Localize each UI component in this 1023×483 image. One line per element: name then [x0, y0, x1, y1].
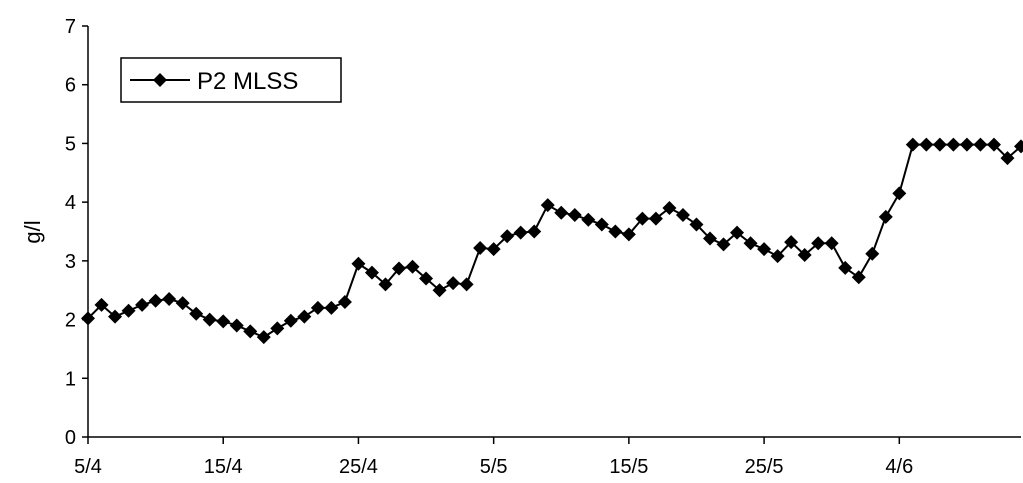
data-point: [675, 208, 690, 223]
data-point: [689, 217, 704, 232]
data-point: [256, 330, 271, 345]
data-point: [594, 217, 609, 232]
data-point: [243, 324, 258, 339]
data-point: [865, 246, 880, 261]
data-point: [229, 318, 244, 333]
data-point: [621, 227, 636, 242]
data-point: [797, 247, 812, 262]
data-point: [919, 137, 934, 152]
data-point: [1000, 151, 1015, 166]
series-line: [87, 143, 1022, 339]
data-point: [81, 311, 95, 326]
data-point: [892, 186, 907, 201]
x-tick-label: 4/6: [885, 456, 913, 478]
data-point: [635, 211, 650, 226]
data-point: [270, 321, 285, 336]
data-point: [878, 209, 893, 224]
data-point: [851, 270, 866, 285]
x-tick-label: 25/5: [745, 456, 784, 478]
data-point: [838, 260, 853, 275]
data-point: [148, 293, 163, 308]
data-point: [459, 277, 474, 292]
data-point: [297, 309, 312, 324]
data-point: [716, 237, 731, 252]
y-tick-label: 2: [65, 310, 76, 332]
data-point: [770, 249, 785, 264]
data-point: [824, 236, 839, 251]
y-tick-label: 1: [65, 368, 76, 390]
data-point: [946, 137, 961, 152]
legend: P2 MLSS: [120, 57, 342, 103]
data-point: [662, 201, 677, 216]
data-point: [419, 271, 434, 286]
data-point: [108, 309, 123, 324]
x-tick-label: 5/5: [480, 456, 508, 478]
series-layer: [81, 137, 1023, 345]
data-point: [784, 235, 799, 250]
data-point: [513, 225, 528, 240]
data-point: [446, 276, 461, 291]
data-point: [500, 229, 515, 244]
x-tick-label: 5/4: [74, 456, 102, 478]
legend-label: P2 MLSS: [197, 68, 298, 95]
data-point: [757, 242, 772, 257]
x-tick-label: 15/4: [204, 456, 243, 478]
data-point: [351, 256, 366, 271]
data-point: [527, 224, 542, 239]
data-point: [432, 283, 447, 298]
data-point: [648, 211, 663, 226]
y-axis-title: g/l: [20, 220, 45, 243]
data-point: [94, 297, 109, 312]
data-point: [486, 242, 501, 257]
data-point: [473, 240, 488, 255]
data-point: [324, 300, 339, 315]
data-point: [162, 292, 177, 307]
data-point: [973, 137, 988, 152]
data-point: [337, 294, 352, 309]
data-point: [405, 259, 420, 274]
data-point: [554, 205, 569, 220]
data-point: [310, 300, 325, 315]
data-point: [581, 212, 596, 227]
x-tick-label: 15/5: [609, 456, 648, 478]
data-point: [811, 236, 826, 251]
data-point: [730, 225, 745, 240]
data-point: [905, 137, 920, 152]
data-point: [1014, 139, 1023, 154]
data-point: [364, 265, 379, 280]
x-tick-label: 25/4: [339, 456, 378, 478]
x-axis-ticks: 5/4 15/4 25/4 5/5 15/5 25/5 4/6: [74, 437, 913, 478]
data-point: [932, 137, 947, 152]
y-tick-label: 0: [65, 427, 76, 449]
data-point: [986, 137, 1001, 152]
data-point: [121, 303, 136, 318]
y-tick-label: 5: [65, 133, 76, 155]
data-point: [703, 231, 717, 246]
y-tick-label: 6: [65, 75, 76, 97]
data-point: [959, 137, 974, 152]
data-point: [567, 208, 582, 223]
y-axis-ticks: 0 1 2 3 4 5 6 7: [65, 16, 88, 449]
legend-marker: [153, 73, 167, 87]
data-point: [743, 236, 758, 251]
data-point: [608, 224, 623, 239]
data-point: [189, 306, 204, 321]
data-point: [135, 297, 150, 312]
data-point: [540, 198, 555, 213]
y-tick-label: 4: [65, 192, 76, 214]
data-point: [392, 261, 406, 276]
data-point: [283, 313, 298, 328]
data-point: [378, 277, 393, 292]
data-point: [216, 314, 231, 329]
y-tick-label: 7: [65, 16, 76, 38]
data-point: [175, 296, 190, 311]
y-tick-label: 3: [65, 251, 76, 273]
data-point: [202, 312, 217, 327]
